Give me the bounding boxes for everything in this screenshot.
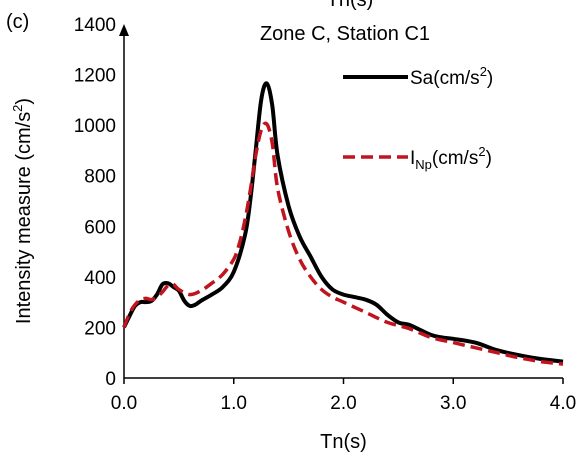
series-inp-line [122,121,564,366]
y-tick-label: 1200 [74,66,116,87]
y-tick-label: 200 [84,318,116,339]
x-ticks: 0.0 1.0 2.0 3.0 4.0 [111,378,576,414]
legend: Sa(cm/s2) INp(cm/s2) [343,64,493,172]
y-tick-label: 400 [84,268,116,289]
chart-title: Zone C, Station C1 [260,23,430,45]
y-axis-label: Intensity measure (cm/s2) [10,98,35,324]
y-tick-label: 800 [84,167,116,188]
panel-label: (c) [6,11,29,33]
y-tick-label: 0 [105,369,116,390]
y-tick-label: 1400 [74,15,116,36]
x-tick-label: 3.0 [440,393,466,414]
y-axis-arrow [119,24,129,36]
x-tick-label: 2.0 [330,393,356,414]
x-axis-label: Tn(s) [320,431,367,453]
legend-entry: INp(cm/s2) [410,144,492,172]
y-tick-label: 1000 [74,116,116,137]
series-group [122,81,564,366]
y-axis-label-close: ) [13,98,35,105]
y-tick-label: 600 [84,217,116,238]
y-axis-label-text: Intensity measure (cm/s [13,112,35,324]
legend-entry: Sa(cm/s2) [410,64,493,89]
x-tick-label: 4.0 [550,393,576,414]
top-cut-label: Tn(s) [327,0,374,11]
x-tick-label: 1.0 [221,393,247,414]
x-tick-label: 0.0 [111,393,137,414]
y-axis-label-sup: 2 [10,105,25,112]
series-sa-line [122,81,564,364]
y-ticks: 0 200 400 600 800 1000 1200 1400 [74,15,116,390]
